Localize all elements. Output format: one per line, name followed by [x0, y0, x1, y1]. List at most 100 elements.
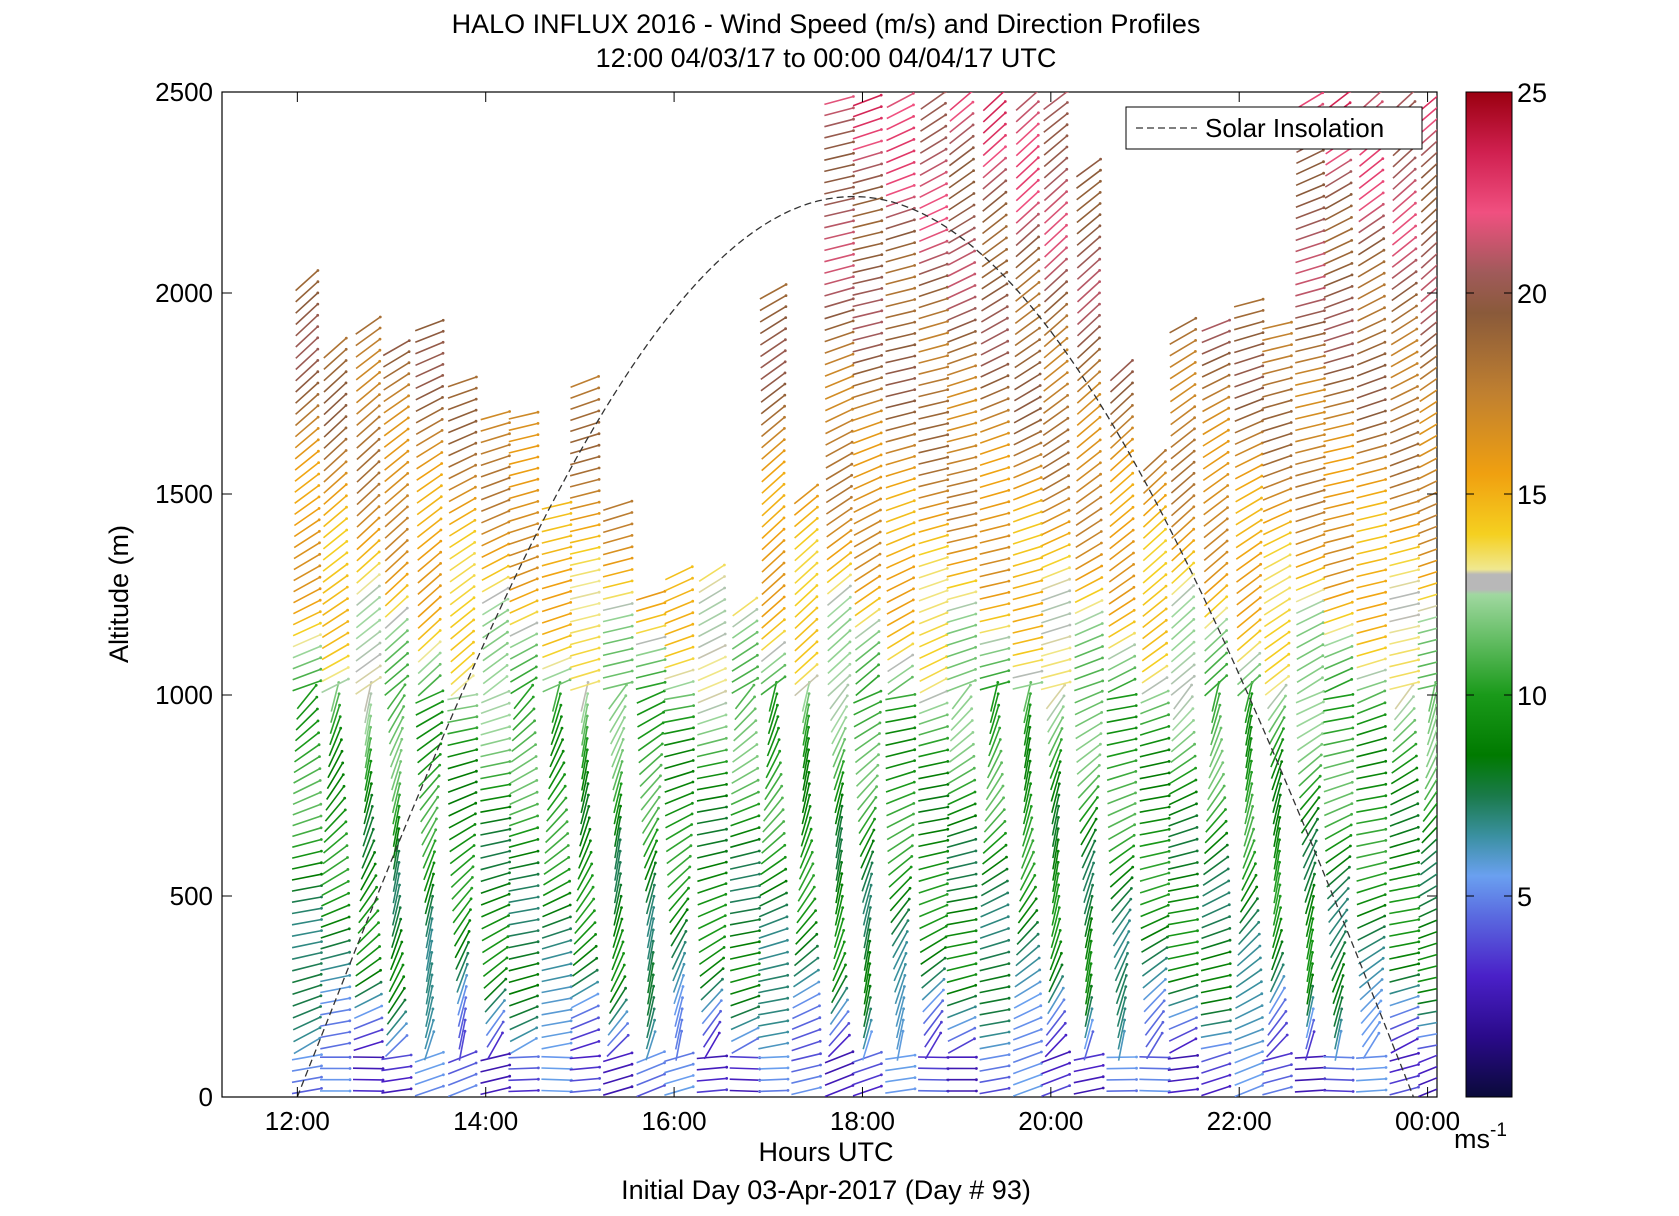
wind-barb-tip — [472, 651, 475, 655]
wind-barb-tip — [974, 455, 978, 459]
wind-barb-tip — [996, 681, 1000, 684]
wind-barb-tip — [1036, 145, 1040, 148]
wind-barb-tip — [945, 262, 949, 266]
wind-barb-tip — [1193, 372, 1197, 375]
wind-barb-tip — [945, 701, 949, 705]
wind-barb — [352, 1067, 384, 1070]
wind-barb — [1295, 588, 1324, 603]
wind-barb-tip — [873, 817, 876, 821]
wind-barb — [1262, 366, 1292, 376]
wind-barb — [352, 1089, 384, 1092]
wind-barb — [946, 838, 977, 849]
wind-barb-tip — [346, 666, 350, 669]
wind-barb-tip — [535, 599, 539, 603]
wind-barb — [1084, 986, 1093, 1016]
wind-barb — [1076, 281, 1101, 303]
wind-barb — [508, 478, 539, 488]
wind-barb-tip — [1007, 973, 1011, 977]
wind-barb-tip — [1007, 1041, 1011, 1045]
wind-barb — [323, 449, 347, 472]
wind-barb-tip — [778, 749, 782, 753]
wind-barb-tip — [1323, 377, 1326, 380]
wind-barb — [1015, 134, 1039, 157]
wind-barb-tip — [1167, 713, 1170, 717]
wind-barb — [417, 675, 441, 697]
wind-barb — [1201, 927, 1231, 940]
wind-barb-tip — [1167, 736, 1171, 740]
wind-barb — [761, 483, 785, 506]
wind-barb-tip — [901, 1018, 905, 1022]
wind-barb — [1169, 361, 1196, 380]
wind-barb-tip — [1165, 641, 1168, 645]
wind-barb — [1204, 820, 1227, 844]
wind-barb — [1014, 327, 1040, 347]
wind-barb — [1082, 851, 1095, 881]
wind-barb-tip — [597, 1040, 601, 1043]
wind-barb — [919, 182, 947, 199]
wind-barb-tip — [1099, 461, 1102, 465]
wind-barb — [988, 716, 1000, 746]
wind-barb-tip — [1346, 897, 1349, 901]
wind-barb-tip — [319, 1015, 322, 1019]
wind-barb-tip — [595, 956, 599, 960]
wind-barb-tip — [1134, 748, 1138, 752]
wind-barb — [384, 1034, 408, 1057]
wind-barb-tip — [1028, 703, 1032, 707]
wind-barb — [328, 727, 342, 757]
wind-barb-tip — [316, 381, 320, 385]
wind-barb — [637, 711, 664, 728]
wind-barb-tip — [1227, 428, 1230, 432]
wind-barb — [415, 690, 444, 704]
wind-barb-tip — [597, 635, 601, 639]
wind-barb-tip — [879, 497, 882, 501]
wind-barb — [1106, 1089, 1137, 1092]
wind-barb-tip — [846, 683, 850, 687]
wind-barb — [381, 1088, 412, 1094]
wind-barb — [696, 1055, 727, 1060]
wind-barb — [1234, 1050, 1263, 1064]
wind-barb — [1076, 247, 1101, 269]
wind-barb — [896, 1031, 904, 1061]
wind-barb-tip — [506, 575, 510, 579]
wind-barb-tip — [815, 595, 819, 599]
wind-barb-tip — [970, 707, 974, 711]
wind-barb-tip — [1321, 721, 1325, 725]
wind-barb — [450, 675, 474, 697]
wind-barb-tip — [619, 782, 623, 786]
wind-barb — [885, 466, 915, 478]
wind-barb-tip — [537, 1066, 540, 1070]
wind-barb — [481, 510, 510, 524]
wind-barb — [852, 208, 882, 218]
wind-barb-tip — [1321, 654, 1325, 658]
wind-barb — [828, 1022, 850, 1047]
wind-barb-tip — [1417, 872, 1421, 876]
wind-barb — [885, 310, 915, 319]
wind-barb-tip — [1261, 353, 1265, 357]
wind-barb-tip — [1067, 485, 1071, 489]
wind-barb — [1170, 394, 1196, 414]
wind-barb — [580, 693, 589, 724]
wind-barb-tip — [1037, 246, 1041, 250]
wind-barb-tip — [1098, 359, 1101, 362]
wind-barb-tip — [998, 738, 1002, 741]
wind-barb-tip — [691, 645, 695, 649]
wind-barb-tip — [1036, 122, 1040, 126]
wind-barb-tip — [535, 1026, 539, 1030]
wind-barb — [1014, 981, 1041, 999]
wind-barb — [321, 643, 349, 661]
wind-barb — [389, 739, 403, 768]
wind-barb — [794, 540, 818, 562]
wind-barb — [853, 487, 882, 502]
wind-barb-tip — [972, 169, 975, 173]
wind-barb — [1141, 642, 1168, 662]
wind-barb — [508, 962, 539, 972]
wind-barb — [919, 666, 947, 683]
wind-barb — [382, 350, 410, 368]
wind-barb — [1295, 183, 1325, 198]
wind-barb-tip — [807, 771, 811, 774]
wind-barb-tip — [464, 996, 468, 999]
wind-barb — [1042, 429, 1069, 448]
wind-barb-tip — [972, 180, 976, 184]
wind-barb-tip — [1029, 692, 1032, 695]
wind-barb — [667, 866, 691, 888]
